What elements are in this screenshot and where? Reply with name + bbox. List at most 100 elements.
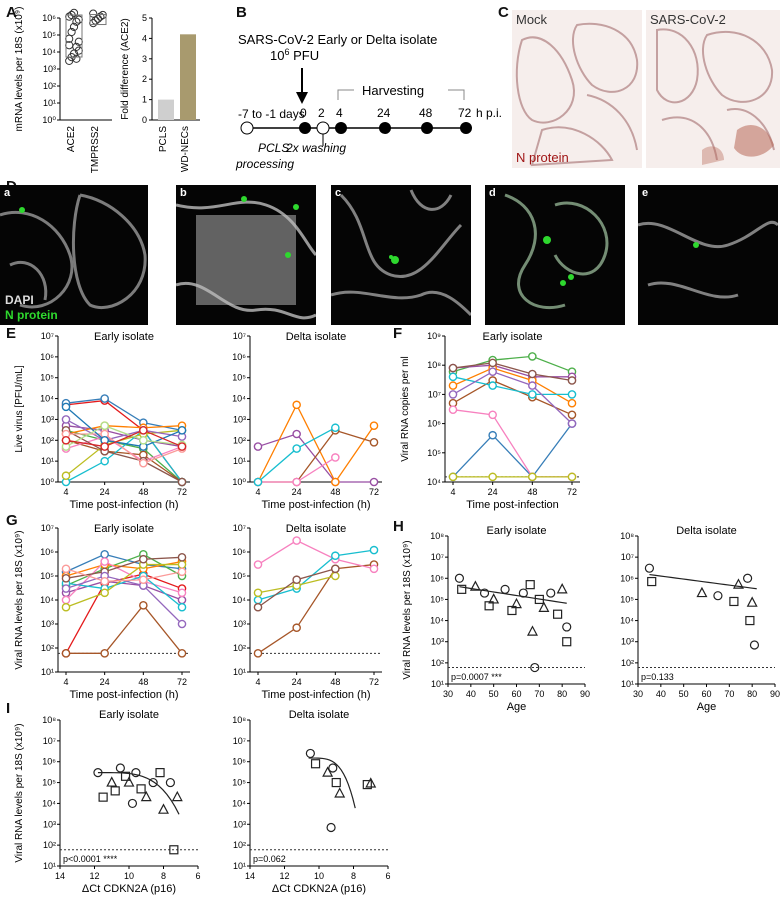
a-right-ytick-label: 5 <box>142 13 147 23</box>
F-point <box>448 363 458 373</box>
G-left-point <box>177 560 187 569</box>
G-left-point <box>139 575 148 585</box>
H-left-point <box>552 609 563 619</box>
F-series-line <box>452 376 572 396</box>
F-point <box>528 390 537 399</box>
F-point <box>528 381 537 390</box>
I-left-pvalue: p<0.0001 **** <box>63 854 118 864</box>
I-left-xlabel: ΔCt CDKN2A (p16) <box>82 883 176 895</box>
G-right-title: Delta isolate <box>286 523 347 535</box>
I-left-ytick-label: 10² <box>43 840 56 850</box>
G-right-xtick-label: 48 <box>330 677 340 687</box>
a-left-point <box>89 9 98 18</box>
F-ytick-label: 10⁸ <box>427 360 441 370</box>
f-ylabel: Viral RNA copies per ml <box>400 356 411 461</box>
I-right-title: Delta isolate <box>289 709 350 721</box>
a-right-ytick-label: 4 <box>142 33 147 43</box>
E-right-ytick-label: 10⁴ <box>232 394 246 404</box>
H-right-ytick-label: 10⁴ <box>620 616 634 626</box>
panel-b-schematic: SARS-CoV-2 Early or Delta isolate 106 PF… <box>235 32 502 171</box>
panel-label-h: H <box>393 518 404 535</box>
H-left-xlabel: Age <box>507 701 527 713</box>
G-right-ytick-label: 10¹ <box>233 667 246 677</box>
E-left-point <box>61 471 71 481</box>
E-left-ytick-label: 10⁶ <box>40 352 54 362</box>
I-left-point <box>120 771 131 781</box>
G-right-point <box>292 536 301 545</box>
d-image-b: b <box>176 185 316 325</box>
I-right-point <box>322 766 334 777</box>
G-left-point <box>177 649 187 658</box>
E-left-series-line <box>65 418 183 441</box>
G-left-series-line <box>65 580 183 601</box>
a-left-category: TMPRSS2 <box>90 126 101 174</box>
b-time-4: 4 <box>336 106 343 120</box>
H-left-xtick-label: 90 <box>580 689 590 699</box>
G-left-point <box>61 649 71 658</box>
H-right-xtick-label: 60 <box>701 689 711 699</box>
H-right-xtick-label: 50 <box>679 689 689 699</box>
E-left-ytick-label: 10⁵ <box>40 373 54 383</box>
F-ytick-label: 10⁴ <box>427 477 441 487</box>
G-left-xtick-label: 48 <box>138 677 148 687</box>
E-left-series-line <box>65 429 183 483</box>
G-right-ytick-label: 10³ <box>233 619 246 629</box>
G-left-ytick-label: 10³ <box>41 619 54 629</box>
b-dot-4 <box>335 122 347 134</box>
H-right-point <box>647 576 657 587</box>
panel-label-a: A <box>6 4 17 21</box>
d-sub-a: a <box>4 187 11 199</box>
h-ylabel: Viral RNA levels per 18S (x10⁹) <box>402 540 413 679</box>
I-right-xtick-label: 10 <box>314 871 324 881</box>
I-right-point <box>305 748 315 759</box>
E-left-point <box>61 415 71 424</box>
G-right-xlabel: Time post-infection (h) <box>261 689 370 701</box>
G-right-series-line <box>257 549 375 601</box>
H-left-point <box>546 588 556 598</box>
I-left-point <box>148 777 158 788</box>
E-right-xtick-label: 24 <box>292 487 302 497</box>
I-right-fit-curve <box>308 757 356 809</box>
I-left-point <box>171 790 183 802</box>
E-left-series-line <box>65 429 183 448</box>
a-left-point <box>72 17 81 26</box>
E-right-ytick-label: 10¹ <box>233 456 246 466</box>
I-left-xtick-label: 8 <box>161 871 166 881</box>
G-right-point <box>331 571 340 581</box>
I-right-point <box>326 822 336 833</box>
I-left-point <box>110 786 120 796</box>
F-point <box>567 419 577 428</box>
H-right-xtick-label: 30 <box>633 689 643 699</box>
a-left-box <box>89 14 107 26</box>
F-xtick-label: 24 <box>488 487 498 497</box>
G-left-xtick-label: 4 <box>63 677 68 687</box>
F-point <box>528 369 537 379</box>
b-bracket-right <box>448 89 465 100</box>
G-right-series-line <box>257 539 375 570</box>
I-left-point <box>155 768 165 778</box>
I-right-ytick-label: 10² <box>233 840 246 850</box>
b-pcls: PCLS <box>258 141 289 155</box>
b-time-24: 24 <box>377 106 391 120</box>
G-left-point <box>177 602 187 612</box>
H-right-xtick-label: 80 <box>747 689 757 699</box>
a-left-point <box>67 27 76 37</box>
I-right-xtick-label: 14 <box>245 871 255 881</box>
F-point <box>528 352 537 361</box>
F-series-line <box>452 362 573 382</box>
E-right-title: Delta isolate <box>286 331 347 343</box>
G-left-point <box>139 554 148 564</box>
I-right-ytick-label: 10¹ <box>233 861 246 871</box>
I-left-ytick-label: 10³ <box>43 819 56 829</box>
E-left-point <box>100 442 109 451</box>
I-right-ytick-label: 10⁶ <box>232 757 246 767</box>
G-left-point <box>177 595 187 605</box>
E-right-point <box>369 438 379 447</box>
I-left-ytick-label: 10⁶ <box>42 757 56 767</box>
E-right-point <box>253 477 263 487</box>
G-right-point <box>331 551 340 561</box>
G-right-xtick-label: 24 <box>292 677 302 687</box>
F-series-line <box>452 409 572 478</box>
F-point <box>488 381 497 390</box>
b-pcls-dot <box>240 121 254 135</box>
